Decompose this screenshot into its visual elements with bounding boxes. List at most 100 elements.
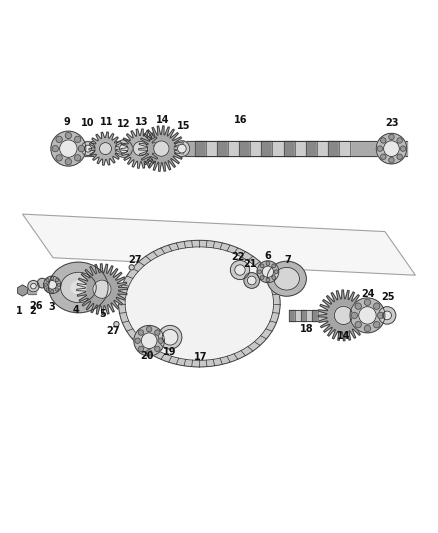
Circle shape [28, 280, 39, 292]
Circle shape [120, 144, 128, 153]
Circle shape [374, 303, 380, 309]
Circle shape [52, 146, 58, 152]
Ellipse shape [274, 268, 300, 290]
Circle shape [154, 141, 169, 156]
Circle shape [115, 140, 133, 157]
Circle shape [397, 138, 403, 143]
Circle shape [364, 325, 371, 332]
Circle shape [355, 321, 361, 328]
Circle shape [46, 279, 49, 282]
Circle shape [81, 142, 95, 156]
Circle shape [51, 290, 54, 293]
Circle shape [262, 266, 274, 277]
Circle shape [258, 270, 261, 273]
Ellipse shape [119, 240, 280, 367]
Circle shape [272, 264, 276, 268]
Polygon shape [318, 290, 369, 341]
Circle shape [272, 276, 276, 279]
Circle shape [65, 132, 71, 139]
Circle shape [260, 276, 264, 279]
Circle shape [65, 159, 71, 165]
Text: 26: 26 [30, 301, 43, 311]
Circle shape [146, 327, 152, 332]
Text: 25: 25 [381, 292, 395, 302]
Circle shape [383, 311, 392, 320]
Text: 23: 23 [385, 118, 399, 128]
Text: 10: 10 [81, 118, 95, 128]
Circle shape [260, 264, 264, 268]
Circle shape [334, 306, 353, 325]
Ellipse shape [267, 261, 306, 296]
Polygon shape [77, 264, 127, 314]
Text: 27: 27 [128, 255, 142, 265]
Polygon shape [139, 126, 184, 171]
Circle shape [389, 158, 394, 163]
Circle shape [55, 279, 58, 282]
Circle shape [135, 338, 140, 343]
Text: 9: 9 [64, 117, 71, 126]
Circle shape [230, 261, 250, 280]
Circle shape [397, 154, 403, 159]
Circle shape [56, 155, 62, 161]
Circle shape [247, 276, 256, 285]
Text: 11: 11 [100, 117, 113, 126]
Circle shape [235, 265, 245, 275]
Circle shape [56, 136, 62, 142]
Circle shape [381, 138, 386, 143]
Circle shape [257, 261, 279, 282]
Circle shape [376, 133, 407, 164]
Text: 19: 19 [163, 347, 177, 357]
Circle shape [381, 154, 386, 159]
Circle shape [274, 270, 278, 273]
Circle shape [51, 277, 54, 280]
Circle shape [351, 312, 357, 319]
Circle shape [158, 326, 182, 349]
Circle shape [93, 280, 111, 298]
Circle shape [46, 288, 49, 291]
Text: 22: 22 [231, 252, 245, 262]
Circle shape [364, 299, 371, 305]
Text: 3: 3 [49, 302, 56, 312]
Text: 24: 24 [362, 289, 375, 300]
Text: 6: 6 [265, 251, 271, 261]
Circle shape [141, 333, 157, 349]
Text: 13: 13 [134, 117, 148, 126]
Circle shape [74, 136, 81, 142]
Polygon shape [18, 285, 28, 296]
Circle shape [51, 131, 86, 166]
Circle shape [266, 278, 270, 282]
Text: 5: 5 [99, 309, 106, 319]
Polygon shape [22, 214, 416, 275]
Text: 12: 12 [117, 119, 131, 129]
Text: 7: 7 [285, 255, 291, 264]
Polygon shape [121, 129, 160, 168]
Text: 2: 2 [29, 306, 35, 316]
Text: 1: 1 [16, 306, 23, 316]
Circle shape [155, 346, 160, 352]
Circle shape [359, 306, 376, 324]
Circle shape [48, 280, 57, 289]
Circle shape [74, 155, 81, 161]
Polygon shape [89, 132, 122, 165]
Circle shape [31, 284, 36, 289]
Circle shape [129, 265, 134, 270]
Circle shape [378, 306, 396, 324]
Circle shape [355, 303, 361, 309]
Circle shape [43, 276, 61, 294]
Circle shape [114, 321, 119, 327]
Circle shape [384, 141, 399, 157]
Ellipse shape [125, 247, 274, 360]
Circle shape [374, 321, 380, 328]
Circle shape [162, 329, 178, 345]
Circle shape [377, 146, 382, 151]
Circle shape [146, 350, 152, 355]
Circle shape [174, 141, 190, 157]
Circle shape [266, 262, 270, 265]
Circle shape [155, 330, 160, 335]
Circle shape [85, 145, 92, 152]
Circle shape [44, 283, 47, 286]
Circle shape [37, 278, 47, 288]
Circle shape [400, 146, 406, 151]
Circle shape [244, 272, 260, 288]
Circle shape [177, 144, 186, 153]
